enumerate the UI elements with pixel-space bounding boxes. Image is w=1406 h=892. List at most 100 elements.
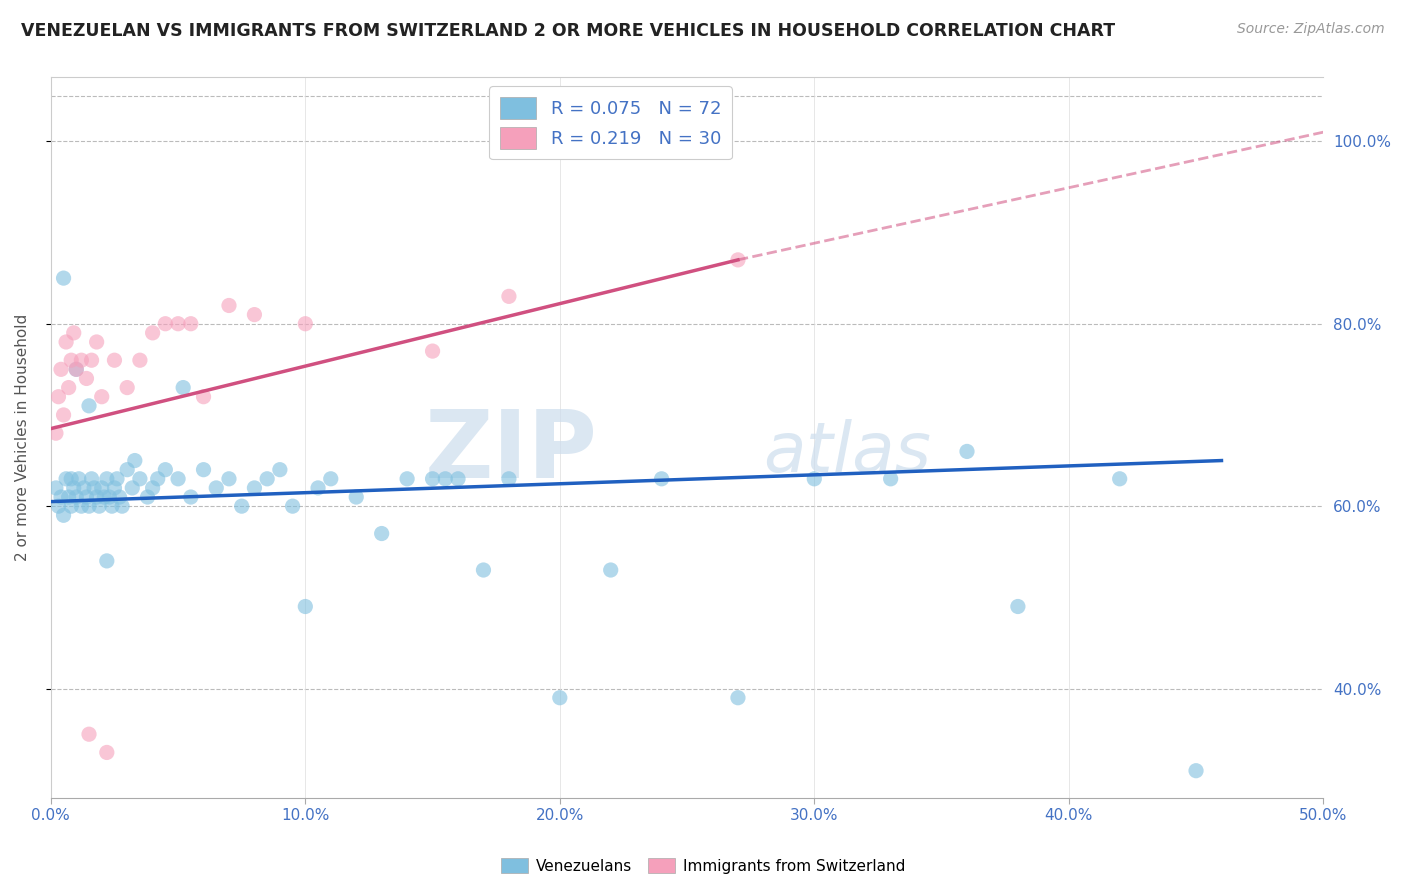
Point [90, 481, 112, 495]
Point [80, 353, 103, 368]
Point [75, 490, 97, 504]
Point [86, 334, 108, 349]
Point [58, 490, 80, 504]
Point [70, 499, 93, 513]
Point [498, 289, 520, 303]
Point [1108, 472, 1130, 486]
Point [879, 472, 901, 486]
Point [96, 746, 118, 760]
Point [77, 727, 100, 741]
Point [548, 690, 571, 705]
Point [231, 499, 253, 513]
Point [105, 472, 128, 486]
Point [136, 490, 159, 504]
Point [52, 508, 75, 523]
Point [434, 472, 457, 486]
Point [89, 499, 111, 513]
Point [60, 472, 83, 486]
Point [167, 317, 190, 331]
Point [62, 326, 84, 340]
Legend: Venezuelans, Immigrants from Switzerland: Venezuelans, Immigrants from Switzerland [495, 852, 911, 880]
Point [142, 326, 165, 340]
Point [956, 444, 979, 458]
Legend: R = 0.075   N = 72, R = 0.219   N = 30: R = 0.075 N = 72, R = 0.219 N = 30 [489, 87, 733, 160]
Point [121, 481, 143, 495]
Point [243, 308, 266, 322]
Point [67, 472, 90, 486]
Point [803, 472, 825, 486]
Point [60, 353, 83, 368]
Text: atlas: atlas [763, 418, 931, 485]
Point [75, 371, 97, 385]
Y-axis label: 2 or more Vehicles in Household: 2 or more Vehicles in Household [15, 314, 30, 561]
Point [73, 481, 96, 495]
Point [48, 390, 70, 404]
Point [319, 472, 342, 486]
Point [294, 317, 316, 331]
Point [62, 481, 84, 495]
Point [142, 481, 165, 495]
Point [108, 490, 131, 504]
Point [155, 463, 177, 477]
Point [77, 399, 100, 413]
Point [167, 472, 190, 486]
Point [1185, 764, 1208, 778]
Point [45, 426, 67, 441]
Point [294, 599, 316, 614]
Point [422, 344, 444, 359]
Point [205, 481, 228, 495]
Text: ZIP: ZIP [425, 406, 598, 498]
Point [651, 472, 673, 486]
Point [146, 472, 169, 486]
Point [124, 453, 146, 467]
Point [58, 381, 80, 395]
Point [48, 499, 70, 513]
Point [129, 472, 152, 486]
Point [77, 499, 100, 513]
Point [93, 490, 115, 504]
Point [307, 481, 329, 495]
Point [472, 563, 495, 577]
Point [180, 490, 202, 504]
Point [90, 390, 112, 404]
Point [49, 362, 72, 376]
Point [80, 472, 103, 486]
Point [83, 481, 105, 495]
Point [65, 490, 87, 504]
Point [96, 554, 118, 568]
Point [111, 499, 134, 513]
Point [180, 317, 202, 331]
Point [52, 408, 75, 422]
Point [65, 362, 87, 376]
Point [115, 381, 138, 395]
Point [45, 481, 67, 495]
Point [60, 499, 83, 513]
Point [269, 463, 291, 477]
Point [98, 490, 121, 504]
Point [599, 563, 621, 577]
Point [129, 353, 152, 368]
Point [396, 472, 419, 486]
Point [281, 499, 304, 513]
Text: Source: ZipAtlas.com: Source: ZipAtlas.com [1237, 22, 1385, 37]
Point [70, 353, 93, 368]
Text: VENEZUELAN VS IMMIGRANTS FROM SWITZERLAND 2 OR MORE VEHICLES IN HOUSEHOLD CORREL: VENEZUELAN VS IMMIGRANTS FROM SWITZERLAN… [21, 22, 1115, 40]
Point [1007, 599, 1029, 614]
Point [727, 252, 749, 267]
Point [727, 690, 749, 705]
Point [65, 362, 87, 376]
Point [498, 472, 520, 486]
Point [193, 463, 215, 477]
Point [172, 381, 194, 395]
Point [447, 472, 470, 486]
Point [193, 390, 215, 404]
Point [256, 472, 278, 486]
Point [218, 298, 240, 312]
Point [344, 490, 367, 504]
Point [55, 472, 77, 486]
Point [103, 481, 125, 495]
Point [96, 472, 118, 486]
Point [422, 472, 444, 486]
Point [55, 334, 77, 349]
Point [49, 490, 72, 504]
